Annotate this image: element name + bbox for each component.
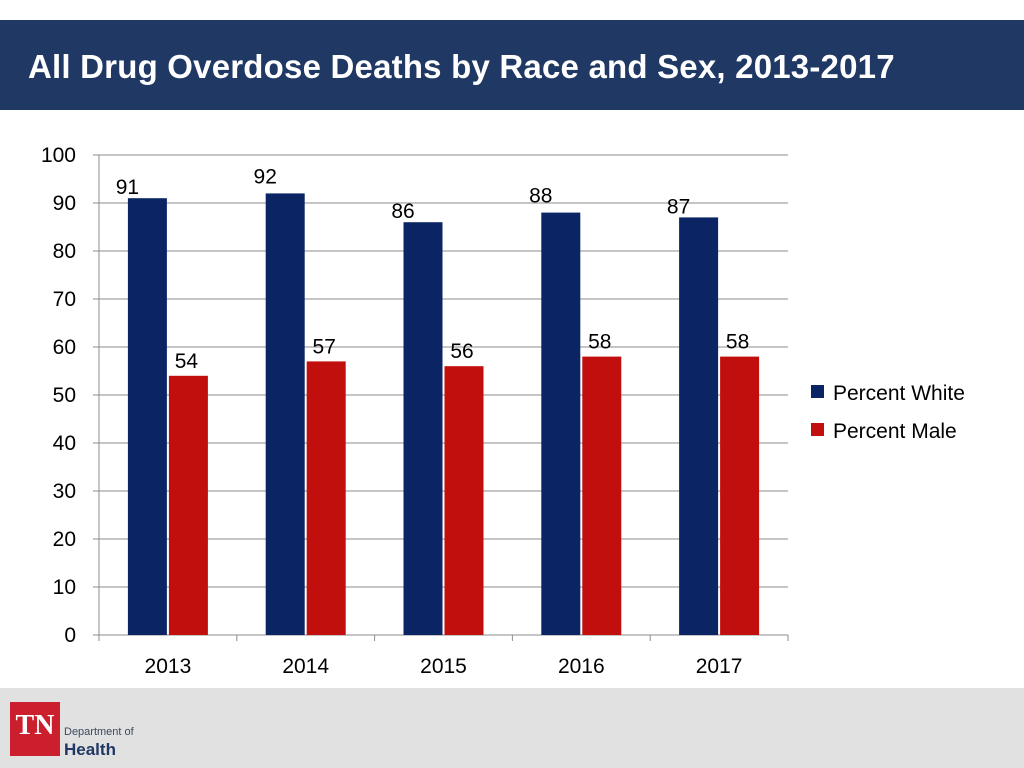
y-tick-label: 20: [53, 528, 76, 551]
data-label-white-2014: 92: [254, 165, 277, 188]
legend-swatch-percent-male: [811, 423, 824, 436]
y-tick-label: 80: [53, 240, 76, 263]
bar-percent-male-2016: [582, 356, 622, 635]
slide-title: All Drug Overdose Deaths by Race and Sex…: [28, 48, 895, 85]
bar-percent-white-2013: [127, 198, 167, 635]
data-label-male-2017: 58: [726, 331, 749, 354]
data-label-male-2016: 58: [588, 331, 611, 354]
title-bar: [0, 20, 1024, 110]
bar-percent-white-2016: [541, 212, 581, 635]
legend-swatch-percent-white: [811, 385, 824, 398]
y-tick-label: 90: [53, 192, 76, 215]
legend-label-percent-male: Percent Male: [833, 420, 957, 443]
bar-percent-male-2017: [720, 356, 760, 635]
y-tick-label: 100: [41, 144, 76, 167]
y-tick-label: 60: [53, 336, 76, 359]
bar-percent-male-2013: [168, 375, 208, 635]
footer-band: [0, 688, 1024, 768]
data-label-white-2016: 88: [529, 185, 552, 208]
bar-percent-white-2015: [403, 222, 443, 635]
y-tick-label: 70: [53, 288, 76, 311]
y-tick-label: 30: [53, 480, 76, 503]
bar-percent-white-2014: [265, 193, 305, 635]
y-tick-label: 10: [53, 576, 76, 599]
department-label: Department of: [64, 726, 134, 738]
bar-percent-male-2015: [444, 366, 484, 635]
tn-logo: TN: [10, 702, 60, 756]
data-label-white-2017: 87: [667, 195, 690, 218]
x-tick-label: 2014: [282, 655, 329, 678]
x-tick-label: 2015: [420, 655, 467, 678]
y-tick-label: 40: [53, 432, 76, 455]
y-tick-label: 50: [53, 384, 76, 407]
data-label-male-2014: 57: [313, 335, 336, 358]
data-label-male-2013: 54: [175, 350, 199, 373]
legend-label-percent-white: Percent White: [833, 382, 965, 405]
x-tick-label: 2016: [558, 655, 605, 678]
x-tick-label: 2013: [145, 655, 192, 678]
y-tick-label: 0: [64, 624, 76, 647]
data-label-white-2013: 91: [116, 176, 139, 199]
tn-logo-text: TN: [15, 710, 55, 741]
data-label-white-2015: 86: [391, 200, 414, 223]
x-tick-label: 2017: [696, 655, 743, 678]
data-label-male-2015: 56: [450, 340, 473, 363]
bar-percent-white-2017: [679, 217, 719, 635]
bar-percent-male-2014: [306, 361, 346, 635]
health-label: Health: [64, 740, 116, 759]
